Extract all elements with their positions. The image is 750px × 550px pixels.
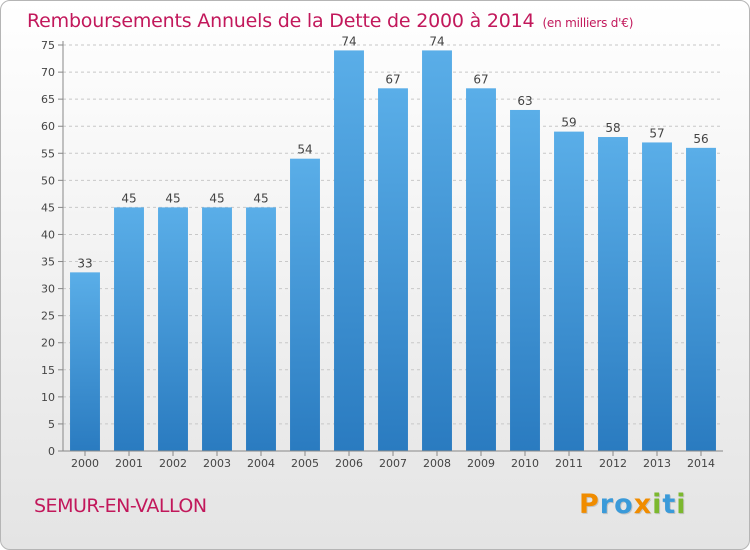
bar-value-label: 59 bbox=[561, 116, 576, 130]
place-name: SEMUR-EN-VALLON bbox=[34, 495, 207, 517]
y-tick-label: 15 bbox=[41, 364, 55, 377]
bar-value-label: 45 bbox=[209, 191, 224, 205]
logo-letter: x bbox=[633, 489, 653, 520]
chart-title-text: Remboursements Annuels de la Dette de 20… bbox=[27, 10, 535, 32]
chart-title: Remboursements Annuels de la Dette de 20… bbox=[27, 10, 633, 32]
logo-letter: r bbox=[599, 489, 615, 520]
bar-value-label: 54 bbox=[297, 143, 312, 157]
x-tick-label: 2014 bbox=[687, 457, 715, 470]
bar bbox=[70, 272, 100, 451]
bar-value-label: 67 bbox=[473, 72, 488, 86]
logo-letter: i bbox=[676, 489, 687, 520]
bar bbox=[334, 50, 364, 452]
y-tick-label: 0 bbox=[48, 445, 55, 458]
y-tick-label: 35 bbox=[41, 256, 55, 269]
x-tick-label: 2004 bbox=[247, 457, 275, 470]
logo-letter: P bbox=[579, 489, 600, 520]
logo-letter: o bbox=[614, 489, 634, 520]
x-tick-label: 2012 bbox=[599, 457, 627, 470]
y-tick-label: 25 bbox=[41, 310, 55, 323]
axes: 0 5 10 15 20 25 30 35 40 45 50 55 60 65 70 75 2000 2001 20… bbox=[41, 39, 723, 470]
y-tick-label: 45 bbox=[41, 201, 55, 214]
bar-value-label: 67 bbox=[385, 72, 400, 86]
bar-value-label: 74 bbox=[429, 34, 444, 48]
y-tick-label: 30 bbox=[41, 283, 55, 296]
y-tick-label: 75 bbox=[41, 39, 55, 52]
x-tick-label: 2006 bbox=[335, 457, 363, 470]
bar bbox=[686, 147, 716, 451]
bars: 33 45 45 45 45 54 74 67 74 67 63 59 58 57 56 bbox=[70, 34, 716, 452]
x-tick-label: 2011 bbox=[555, 457, 583, 470]
x-tick-label: 2005 bbox=[291, 457, 319, 470]
bar-value-label: 58 bbox=[605, 121, 620, 135]
y-tick-label: 55 bbox=[41, 147, 55, 160]
bar bbox=[466, 88, 496, 451]
y-tick-label: 60 bbox=[41, 120, 55, 133]
bar-value-label: 45 bbox=[121, 191, 136, 205]
y-tick-label: 40 bbox=[41, 228, 55, 241]
x-tick-label: 2013 bbox=[643, 457, 671, 470]
bar bbox=[554, 131, 584, 451]
x-tick-label: 2007 bbox=[379, 457, 407, 470]
y-tick-label: 50 bbox=[41, 174, 55, 187]
x-tick-label: 2001 bbox=[115, 457, 143, 470]
y-tick-label: 20 bbox=[41, 337, 55, 350]
logo-letter: t bbox=[662, 489, 677, 520]
y-tick-label: 70 bbox=[41, 66, 55, 79]
bar bbox=[114, 207, 144, 451]
bar-value-label: 57 bbox=[649, 126, 664, 140]
y-tick-label: 10 bbox=[41, 391, 55, 404]
bar bbox=[378, 88, 408, 451]
bar bbox=[290, 158, 320, 451]
x-tick-label: 2000 bbox=[71, 457, 99, 470]
x-tick-label: 2002 bbox=[159, 457, 187, 470]
bar-value-label: 45 bbox=[253, 191, 268, 205]
proxiti-logo[interactable]: Proxiti bbox=[579, 489, 687, 520]
bar bbox=[598, 137, 628, 451]
y-tick-label: 5 bbox=[48, 418, 55, 431]
x-tick-label: 2010 bbox=[511, 457, 539, 470]
bar-value-label: 63 bbox=[517, 94, 532, 108]
x-tick-label: 2009 bbox=[467, 457, 495, 470]
x-tick-label: 2003 bbox=[203, 457, 231, 470]
logo-letter: i bbox=[652, 489, 663, 520]
bar bbox=[202, 207, 232, 451]
y-tick-label: 65 bbox=[41, 93, 55, 106]
bar-value-label: 33 bbox=[77, 256, 92, 270]
chart-unit: (en milliers d'€) bbox=[542, 16, 634, 30]
x-tick-label: 2008 bbox=[423, 457, 451, 470]
bar bbox=[642, 142, 672, 451]
bar-value-label: 74 bbox=[341, 34, 356, 48]
bar bbox=[246, 207, 276, 451]
bar bbox=[510, 109, 540, 452]
bar bbox=[158, 207, 188, 451]
bar-value-label: 45 bbox=[165, 191, 180, 205]
bar-value-label: 56 bbox=[693, 132, 708, 146]
bar bbox=[422, 50, 452, 452]
